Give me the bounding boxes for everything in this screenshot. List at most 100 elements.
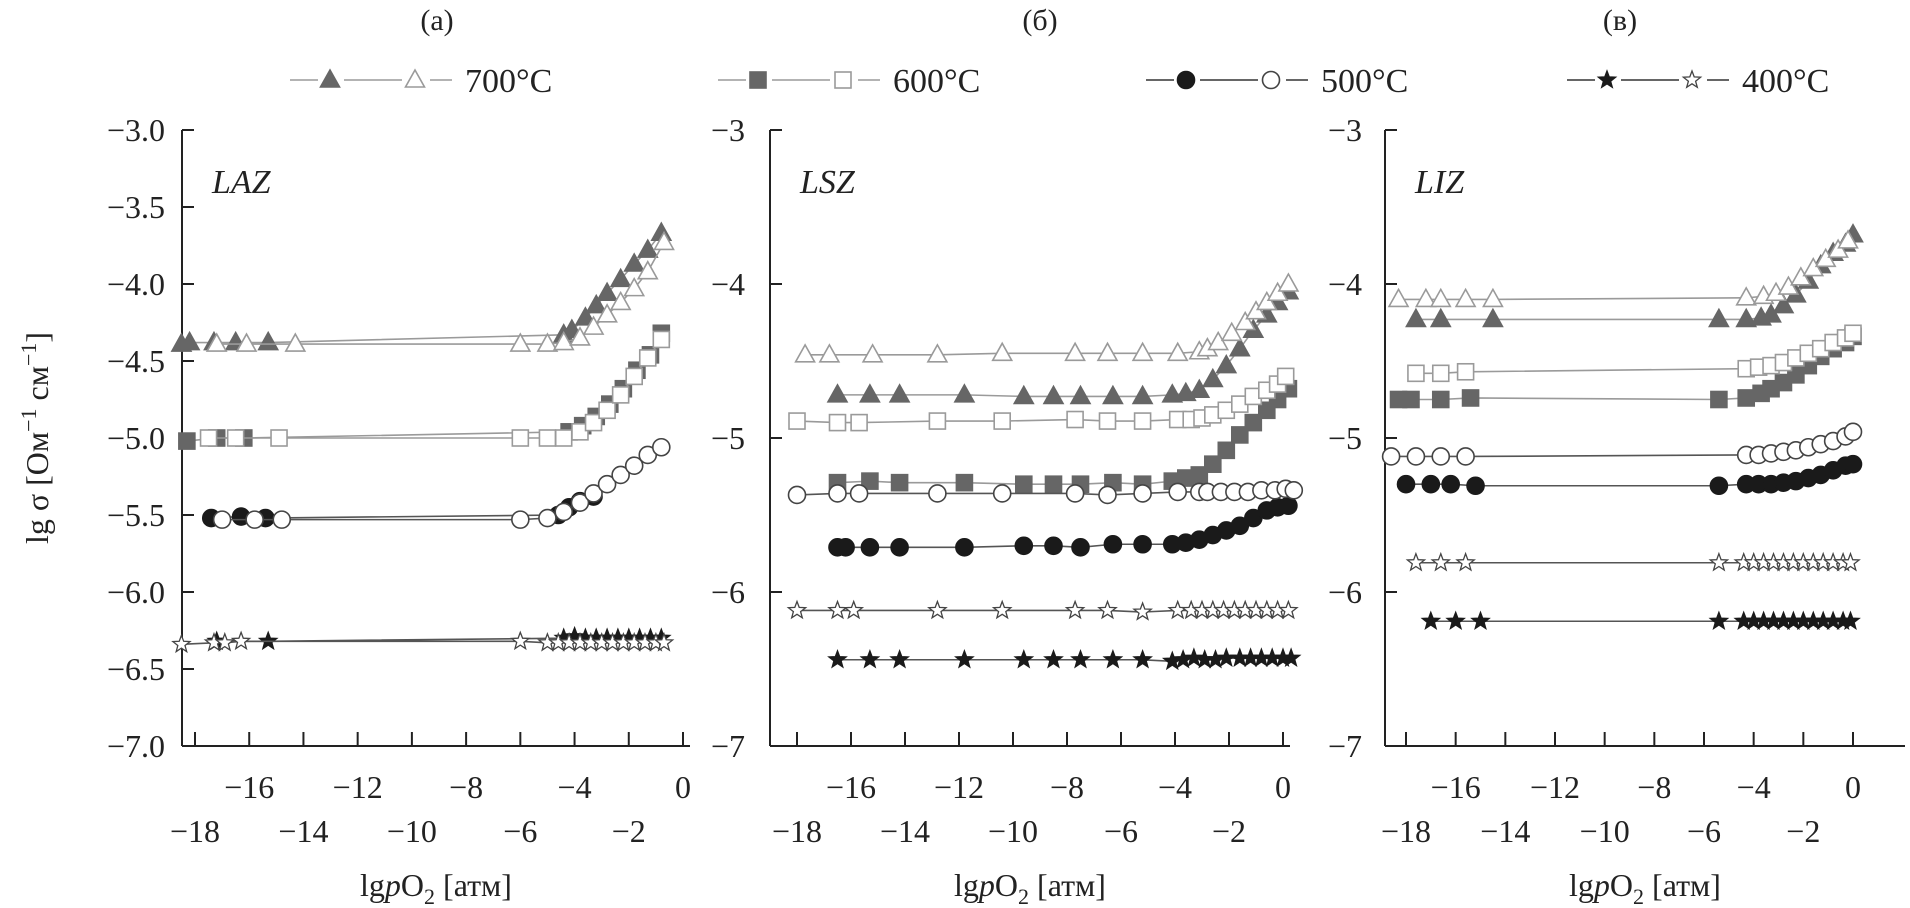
data-point <box>1454 287 1477 308</box>
data-point <box>653 631 675 652</box>
data-point <box>570 493 590 512</box>
data-point <box>1710 390 1728 409</box>
data-point <box>1429 287 1452 308</box>
data-point <box>1470 610 1491 631</box>
x-tick-label: −8 <box>449 769 483 805</box>
y-tick-label: −3.5 <box>107 189 165 225</box>
data-point <box>1183 647 1205 668</box>
series-400-c-open <box>1405 551 1861 572</box>
data-point <box>1482 287 1504 308</box>
data-point <box>509 332 532 352</box>
data-point <box>652 437 671 457</box>
data-point <box>636 238 659 258</box>
data-point <box>511 510 530 529</box>
data-point <box>652 330 671 349</box>
data-point <box>1133 534 1152 554</box>
series-400-c-filled <box>1420 610 1861 631</box>
data-point <box>1013 648 1035 669</box>
data-point <box>991 599 1013 620</box>
data-point <box>1445 610 1466 631</box>
data-point <box>1098 485 1117 505</box>
data-point <box>1217 441 1236 460</box>
x-tick-label: −16 <box>1431 769 1481 805</box>
data-point <box>1132 648 1153 669</box>
legend-marker-open <box>1681 69 1703 89</box>
y-tick-label: −4.0 <box>107 266 165 302</box>
data-point <box>1441 474 1460 494</box>
data-point <box>1215 353 1238 374</box>
panel-label: (б) <box>1022 4 1057 37</box>
sample-label: LIZ <box>1414 164 1465 201</box>
data-point <box>1220 321 1243 342</box>
x-tick-label: −4 <box>1158 769 1192 805</box>
data-point <box>1405 551 1427 572</box>
panel-lsz: (б) −3 −4 −5 −6 −7 −16 −12 −8 −4 0 −18 −14 −10 −6 −2 lgp… <box>711 4 1304 908</box>
data-point <box>955 538 974 557</box>
data-point <box>1420 610 1442 631</box>
data-point <box>1064 599 1086 620</box>
x-tick-label: −16 <box>224 769 274 805</box>
data-point <box>1096 341 1119 362</box>
data-point <box>1014 536 1034 556</box>
data-point <box>270 429 288 447</box>
series-700-c-open <box>794 272 1300 363</box>
series-400-c-filled <box>827 647 1302 671</box>
data-point <box>1065 484 1085 503</box>
data-point <box>230 630 252 651</box>
data-point <box>1387 287 1410 308</box>
y-tick-label: −6 <box>1328 574 1362 610</box>
data-point <box>890 538 909 557</box>
data-point <box>1064 341 1086 362</box>
data-point <box>1097 599 1118 620</box>
data-point <box>1070 648 1091 669</box>
data-point <box>828 484 847 503</box>
series-line <box>222 446 662 521</box>
x-tick-label: −8 <box>1637 769 1671 805</box>
legend-label: 500°C <box>1321 63 1408 100</box>
data-point <box>1456 447 1475 466</box>
x-tick-label: −6 <box>1687 813 1721 849</box>
y-tick-label: −7 <box>711 728 745 764</box>
data-point <box>1708 551 1730 572</box>
data-point <box>928 484 947 503</box>
data-point <box>609 267 632 288</box>
legend-label: 600°C <box>893 63 980 100</box>
data-point <box>1204 455 1222 473</box>
data-point <box>1188 378 1211 399</box>
x-tick-label: −12 <box>934 769 984 805</box>
x-tick-label: −8 <box>1050 769 1084 805</box>
data-point <box>212 510 232 529</box>
x-tick-label: −2 <box>612 813 646 849</box>
x-tick-label: −10 <box>1580 813 1630 849</box>
data-point <box>1133 412 1152 430</box>
y-tick-label: −5.0 <box>107 420 165 456</box>
data-point <box>272 510 292 529</box>
y-tick-label: −7.0 <box>107 728 165 764</box>
y-tick-label: −6.0 <box>107 574 165 610</box>
data-point <box>843 599 865 620</box>
data-point <box>861 343 884 363</box>
series-600-c-open <box>1407 324 1862 383</box>
data-point <box>889 648 910 669</box>
data-point <box>171 633 192 654</box>
legend-marker-filled <box>1596 69 1618 89</box>
legend-item-400c: 400°C <box>1567 63 1829 100</box>
data-point <box>890 473 909 492</box>
data-point <box>1708 610 1730 631</box>
data-point <box>510 630 531 651</box>
data-point <box>1429 307 1452 328</box>
x-tick-label: −4 <box>1737 769 1771 805</box>
data-point <box>1131 384 1154 405</box>
data-point <box>836 538 855 557</box>
data-point <box>860 538 880 557</box>
x-tick-label: 0 <box>1275 769 1291 805</box>
data-point <box>861 472 879 490</box>
data-point <box>991 341 1014 362</box>
data-point <box>1069 384 1092 405</box>
x-tick-label: −4 <box>558 769 592 805</box>
x-tick-label: −14 <box>1480 813 1530 849</box>
x-tick-label: 0 <box>1845 769 1861 805</box>
legend-item-700c: 700°C <box>290 63 552 100</box>
data-point <box>1735 307 1758 328</box>
